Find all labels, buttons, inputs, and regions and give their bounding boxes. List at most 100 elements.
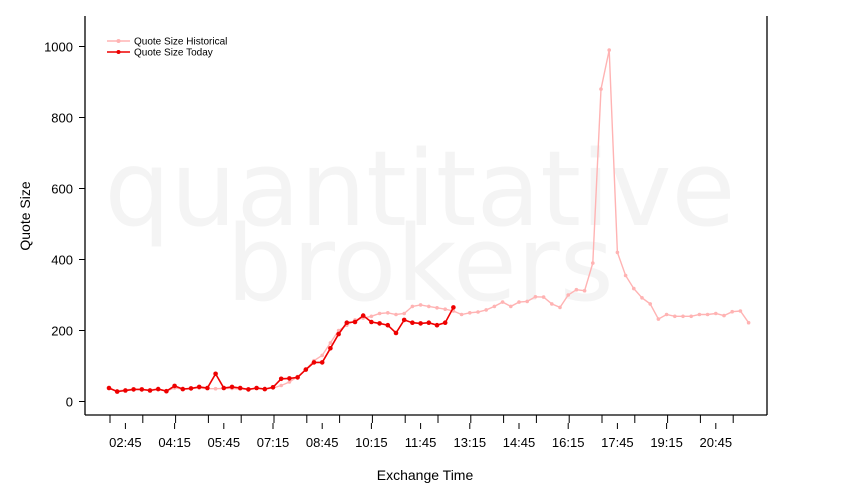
data-point bbox=[401, 317, 407, 323]
data-point bbox=[262, 386, 268, 392]
data-point bbox=[525, 299, 529, 304]
y-tick-label: 800 bbox=[51, 111, 73, 126]
data-point bbox=[394, 312, 398, 317]
data-point bbox=[139, 387, 145, 392]
data-point bbox=[386, 311, 390, 315]
x-tick-label: 04:15 bbox=[158, 435, 191, 450]
data-point bbox=[402, 311, 407, 316]
data-point bbox=[287, 380, 292, 384]
data-point bbox=[254, 385, 259, 391]
data-point bbox=[221, 385, 227, 391]
watermark: quantitative brokers bbox=[105, 128, 736, 325]
data-point bbox=[689, 314, 693, 319]
data-point bbox=[287, 376, 292, 381]
data-point bbox=[418, 303, 423, 307]
data-point bbox=[738, 309, 743, 313]
legend-swatch-point bbox=[116, 39, 121, 43]
data-point bbox=[147, 388, 153, 393]
data-point bbox=[369, 314, 374, 319]
data-point bbox=[328, 341, 333, 345]
data-point bbox=[295, 375, 300, 380]
data-point bbox=[681, 314, 685, 319]
data-point bbox=[615, 250, 620, 255]
data-point bbox=[213, 371, 218, 377]
data-point bbox=[180, 386, 186, 392]
data-point bbox=[426, 320, 432, 326]
data-point bbox=[393, 330, 399, 336]
data-point bbox=[435, 306, 439, 310]
data-point bbox=[246, 387, 251, 392]
data-point bbox=[484, 308, 489, 312]
data-point bbox=[443, 307, 448, 312]
data-point bbox=[205, 385, 210, 391]
data-point bbox=[377, 321, 382, 326]
data-point bbox=[385, 322, 391, 328]
x-tick-label: 11:45 bbox=[405, 435, 437, 450]
data-point bbox=[476, 310, 480, 314]
data-point bbox=[566, 293, 570, 297]
data-point bbox=[377, 311, 382, 316]
data-point bbox=[123, 388, 128, 393]
data-point bbox=[320, 353, 325, 358]
data-point bbox=[509, 304, 513, 309]
data-point bbox=[427, 304, 431, 309]
data-point bbox=[360, 313, 366, 318]
legend-label: Quote Size Today bbox=[134, 48, 213, 59]
data-point bbox=[664, 312, 669, 317]
y-tick-label: 200 bbox=[51, 324, 73, 339]
data-point bbox=[533, 295, 538, 299]
data-point bbox=[607, 48, 611, 52]
data-point bbox=[213, 386, 218, 391]
data-point bbox=[131, 387, 136, 392]
y-axis-title: Quote Size bbox=[17, 181, 33, 250]
data-point bbox=[336, 328, 341, 333]
data-point bbox=[640, 296, 644, 300]
data-point bbox=[278, 376, 284, 382]
x-tick-label: 13:15 bbox=[454, 435, 487, 450]
data-point bbox=[722, 313, 726, 318]
data-point bbox=[517, 300, 521, 304]
data-point bbox=[714, 311, 718, 316]
data-point bbox=[648, 302, 652, 306]
data-point bbox=[591, 261, 595, 265]
x-tick-label: 20:45 bbox=[700, 435, 733, 450]
data-point bbox=[155, 386, 161, 392]
data-point bbox=[451, 305, 456, 310]
legend-label: Quote Size Historical bbox=[134, 37, 227, 48]
y-tick-label: 0 bbox=[66, 395, 73, 410]
data-point bbox=[237, 385, 243, 391]
data-point bbox=[229, 384, 235, 390]
data-point bbox=[279, 383, 284, 388]
data-point bbox=[459, 312, 464, 317]
data-point bbox=[352, 319, 358, 325]
data-point bbox=[632, 286, 636, 291]
data-point bbox=[705, 312, 710, 317]
data-point bbox=[697, 312, 702, 317]
data-point bbox=[673, 314, 677, 319]
data-point bbox=[106, 385, 112, 391]
x-tick-label: 05:45 bbox=[208, 435, 241, 450]
data-point bbox=[336, 331, 341, 337]
data-point bbox=[311, 360, 317, 365]
x-tick-label: 10:15 bbox=[355, 435, 388, 450]
series-today bbox=[106, 305, 456, 394]
data-point bbox=[442, 320, 448, 326]
data-point bbox=[558, 305, 562, 310]
data-point bbox=[114, 389, 120, 394]
data-point bbox=[599, 87, 603, 91]
data-point bbox=[172, 383, 177, 389]
data-point bbox=[656, 317, 661, 321]
data-point bbox=[541, 295, 546, 299]
y-tick-label: 400 bbox=[51, 253, 73, 268]
axes: 0 200 400 600 800 1000 02:45 04:15 05:45 07:15 08:… bbox=[44, 16, 768, 450]
data-point bbox=[582, 288, 587, 293]
x-tick-label: 17:45 bbox=[601, 435, 634, 450]
data-point bbox=[623, 273, 628, 278]
y-tick-label: 600 bbox=[51, 182, 73, 197]
data-point bbox=[492, 304, 497, 309]
data-point bbox=[410, 320, 415, 326]
x-tick-label: 02:45 bbox=[109, 435, 142, 450]
watermark-line-1: quantitative bbox=[105, 128, 736, 250]
data-point bbox=[344, 320, 350, 326]
